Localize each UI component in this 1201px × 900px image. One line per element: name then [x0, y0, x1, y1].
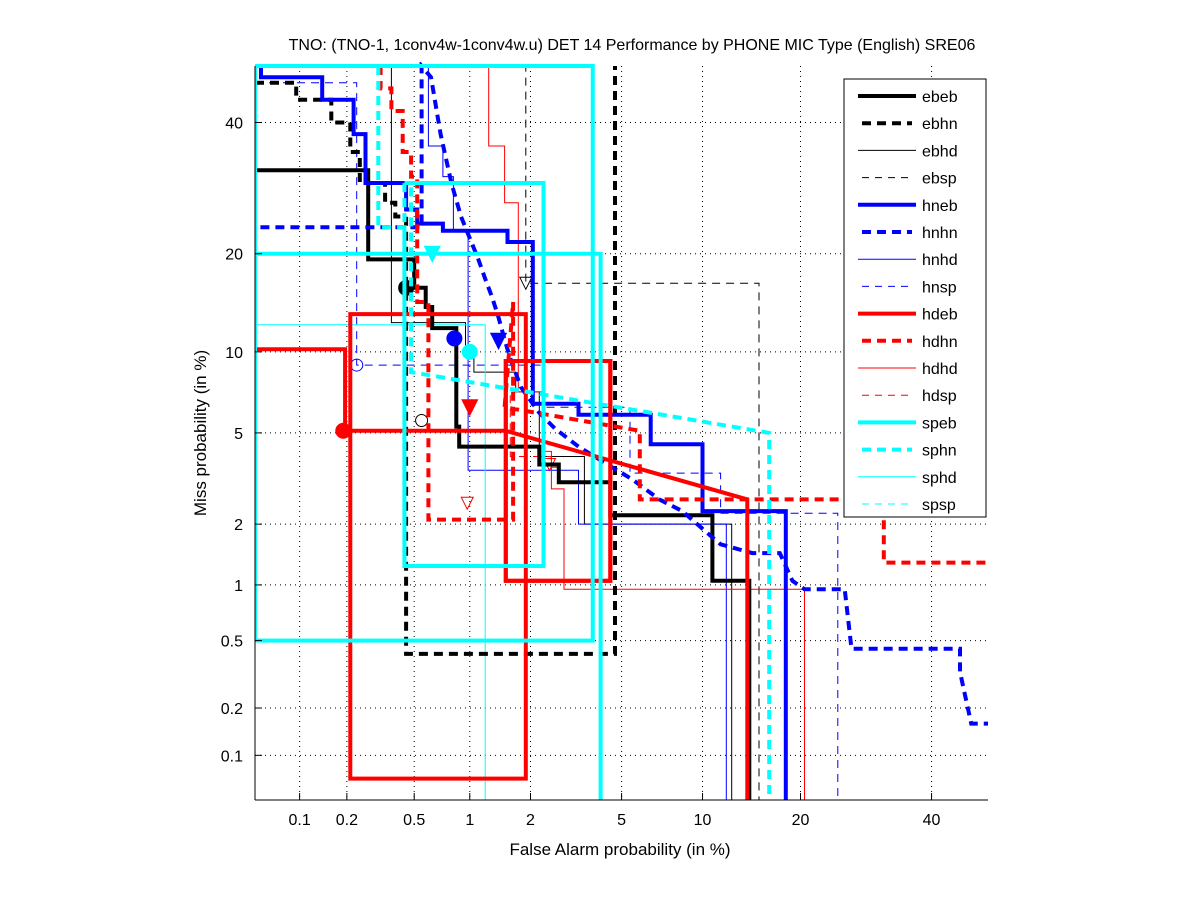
series-ebhn: [255, 66, 617, 656]
legend-item-hnhd: hnhd: [858, 252, 958, 269]
y-tick-label: 10: [225, 345, 243, 362]
series-speb: [255, 64, 603, 800]
legend-item-ebeb: ebeb: [858, 89, 958, 106]
legend-label: sphn: [922, 443, 957, 460]
x-tick-label: 2: [526, 812, 535, 829]
series-ebhd: [390, 66, 733, 800]
x-tick-label: 40: [923, 812, 941, 829]
curve-ebhn: [255, 66, 617, 656]
marker-hdeb: [335, 422, 352, 439]
curve-ebhd: [390, 66, 733, 800]
legend-label: hnhd: [922, 252, 958, 269]
box-hdeb: [503, 359, 613, 583]
y-axis-label: Miss probability (in %): [191, 350, 210, 516]
marker-ebsp: [518, 276, 533, 291]
series-hneb: [259, 66, 788, 800]
curve-hnhn: [255, 62, 988, 726]
y-tick-label: 5: [234, 426, 243, 443]
series-sphn: [376, 66, 772, 800]
curve-ebsp: [495, 65, 760, 800]
legend-label: ebhd: [922, 143, 958, 160]
y-tick-label: 1: [234, 578, 243, 595]
legend-item-hdeb: hdeb: [858, 307, 958, 324]
series-ebsp: [495, 65, 760, 800]
legend-label: hneb: [922, 198, 958, 215]
series-hnhn: [255, 62, 988, 726]
y-tick-label: 40: [225, 116, 243, 133]
legend: ebeb ebhn ebhd ebsp hneb hnhn hnhd hnsp hdeb hdhn…: [843, 78, 987, 518]
marker-hdhd: [460, 496, 475, 511]
marker-hneb: [446, 330, 463, 347]
legend-label: hdhn: [922, 334, 958, 351]
legend-label: ebhn: [922, 116, 958, 133]
legend-label: hdeb: [922, 307, 958, 324]
legend-label: ebsp: [922, 171, 957, 188]
legend-item-hdhd: hdhd: [858, 361, 958, 378]
legend-item-hneb: hneb: [858, 198, 958, 215]
marker-ebhd: [415, 414, 429, 428]
legend-item-hnsp: hnsp: [862, 279, 957, 296]
curve-hdhd: [488, 66, 805, 800]
x-tick-label: 1: [465, 812, 474, 829]
x-tick-label: 0.2: [336, 812, 358, 829]
x-tick-label: 5: [617, 812, 626, 829]
series-hdhn: [378, 66, 988, 565]
legend-label: hnsp: [922, 279, 957, 296]
x-ticks: 0.1 0.2 0.5 1 2 5 10 20 40: [288, 793, 941, 829]
curve-hdhn: [378, 66, 988, 565]
marker-speb: [423, 245, 441, 263]
box-speb: [255, 64, 595, 643]
legend-item-hdhn: hdhn: [862, 334, 958, 351]
legend-label: sphd: [922, 470, 957, 487]
y-tick-label: 20: [225, 247, 243, 264]
curve-speb: [255, 251, 603, 800]
legend-label: hdhd: [922, 361, 958, 378]
curve-ebeb: [255, 168, 752, 800]
y-tick-label: 2: [234, 517, 243, 534]
x-tick-label: 0.5: [403, 812, 425, 829]
det-curves: [255, 62, 988, 800]
legend-item-spsp: spsp: [862, 497, 956, 514]
y-ticks: 0.1 0.2 0.5 1 2 5 10 20 40: [221, 116, 262, 765]
legend-item-sphd: sphd: [858, 470, 957, 487]
y-tick-label: 0.1: [221, 748, 243, 765]
legend-item-ebsp: ebsp: [862, 171, 957, 188]
marker-hdhn: [461, 399, 479, 417]
series-sphd: [255, 324, 486, 800]
y-tick-label: 0.2: [221, 701, 243, 718]
legend-label: spsp: [922, 497, 956, 514]
x-axis-label: False Alarm probability (in %): [509, 840, 730, 859]
legend-item-ebhd: ebhd: [858, 143, 958, 160]
legend-box: [843, 78, 987, 518]
legend-label: hnhn: [922, 225, 958, 242]
legend-item-sphn: sphn: [862, 443, 957, 460]
legend-item-ebhn: ebhn: [862, 116, 958, 133]
legend-item-hnhn: hnhn: [862, 225, 958, 242]
curve-sphd: [255, 324, 486, 800]
chart-title: TNO: (TNO-1, 1conv4w-1conv4w.u) DET 14 P…: [289, 37, 976, 54]
x-tick-label: 10: [694, 812, 712, 829]
curve-hnsp: [255, 82, 839, 800]
series-hdeb: [255, 312, 750, 800]
box-hdeb: [348, 312, 528, 781]
marker-hnhn: [489, 332, 508, 351]
box-sphn: [402, 180, 546, 568]
legend-item-hdsp: hdsp: [862, 388, 957, 405]
curve-hdsp: [509, 395, 559, 468]
x-tick-label: 0.1: [288, 812, 310, 829]
x-tick-label: 20: [792, 812, 810, 829]
curve-hneb: [259, 66, 788, 800]
legend-label: speb: [922, 415, 957, 432]
series-ebeb: [255, 168, 752, 800]
legend-label: hdsp: [922, 388, 957, 405]
y-tick-label: 0.5: [221, 634, 243, 651]
marker-sphn: [461, 343, 478, 360]
legend-label: ebeb: [922, 89, 958, 106]
legend-item-speb: speb: [858, 415, 957, 432]
series-hnhd: [427, 66, 727, 800]
curve-hnhd: [427, 66, 727, 800]
